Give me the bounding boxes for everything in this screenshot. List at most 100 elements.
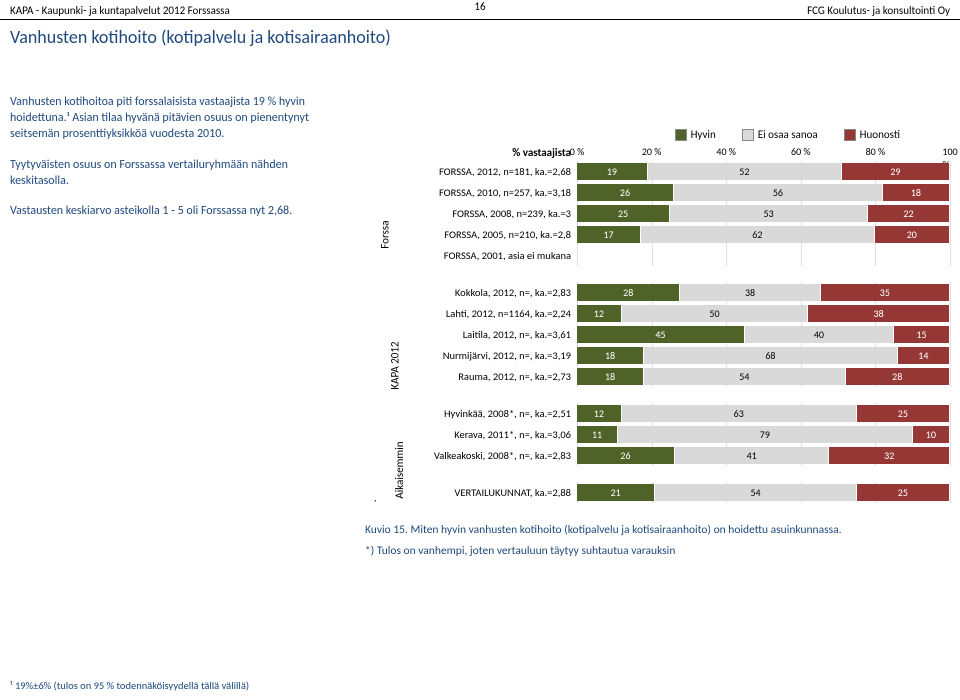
bar-segment: 17	[577, 226, 641, 243]
bar-segment: 56	[674, 184, 883, 201]
bar-segment: 53	[670, 205, 868, 222]
bar-segment: 12	[577, 405, 622, 422]
figure-caption: Kuvio 15. Miten hyvin vanhusten kotihoit…	[365, 523, 896, 538]
legend-item: Ei osaa sanoa	[742, 128, 818, 141]
chart-x-axis-header: % vastaajista 0 %20 %40 %60 %80 %100 %	[365, 145, 950, 159]
legend-label: Ei osaa sanoa	[758, 128, 818, 141]
x-axis-title: % vastaajista	[391, 146, 577, 159]
bar-plot: 195229	[577, 161, 950, 182]
paragraph-3: Vastausten keskiarvo asteikolla 1 - 5 ol…	[10, 203, 345, 219]
legend-swatch	[742, 129, 754, 141]
x-tick-label: 80 %	[866, 145, 886, 158]
bar-segment: 21	[577, 484, 655, 501]
bar-segment: 54	[644, 368, 845, 385]
bar-plot: 265618	[577, 182, 950, 203]
bar-segment: 35	[821, 284, 950, 301]
paragraph-2: Tyytyväisten osuus on Forssassa vertailu…	[10, 157, 345, 189]
row-label: VERTAILUKUNNAT, ka.=2,88	[391, 486, 577, 499]
bar-segment: 12	[577, 305, 622, 322]
page-number: 16	[474, 0, 485, 13]
chart-row: Valkeakoski, 2008*, n=, ka.=2,83264132	[365, 445, 950, 466]
group-label: Aikaisemmin	[393, 441, 406, 498]
footnote: ¹ 19%±6% (tulos on 95 % todennäköisyydel…	[10, 679, 249, 692]
chart-row: FORSSA, 2001, asia ei mukana	[365, 245, 950, 266]
row-label: FORSSA, 2005, n=210, ka.=2,8	[391, 228, 577, 241]
bar-track: 176220	[577, 226, 950, 243]
bar-segment: 26	[577, 447, 675, 464]
bar-plot: 176220	[577, 224, 950, 245]
bar-segment: 40	[745, 326, 894, 343]
chart-row: Rauma, 2012, n=, ka.=2,73185428	[365, 366, 950, 387]
row-label: Rauma, 2012, n=, ka.=2,73	[391, 370, 577, 383]
row-label: Hyvinkää, 2008*, n=, ka.=2,51	[391, 407, 577, 420]
bar-track: 117910	[577, 426, 950, 443]
row-label: FORSSA, 2001, asia ei mukana	[391, 249, 577, 262]
figure-caption-note: *) Tulos on vanhempi, joten vertauluun t…	[365, 544, 896, 559]
bar-segment: 52	[648, 163, 842, 180]
legend-item: Huonosti	[844, 128, 900, 141]
chart-row: FORSSA, 2010, n=257, ka.=3,18265618	[365, 182, 950, 203]
x-tick-label: 20 %	[642, 145, 662, 158]
bar-segment: 18	[577, 368, 644, 385]
bar-segment: 29	[842, 163, 950, 180]
row-label: Kokkola, 2012, n=, ka.=2,83	[391, 286, 577, 299]
chart-area: % vastaajista 0 %20 %40 %60 %80 %100 % F…	[365, 145, 950, 503]
bar-segment: 41	[675, 447, 829, 464]
bar-segment: 45	[577, 326, 745, 343]
page-title: Vanhusten kotihoito (kotipalvelu ja koti…	[10, 26, 960, 48]
row-label: FORSSA, 2010, n=257, ka.=3,18	[391, 186, 577, 199]
bar-segment: 18	[577, 347, 644, 364]
legend-item: Hyvin	[675, 128, 716, 141]
bar-segment: 20	[875, 226, 950, 243]
bar-segment: 38	[680, 284, 820, 301]
bar-segment: 32	[829, 447, 950, 464]
chart-row: .VERTAILUKUNNAT, ka.=2,88215425	[365, 482, 950, 503]
row-label: Lahti, 2012, n=1164, ka.=2,24	[391, 307, 577, 320]
bar-plot: 186814	[577, 345, 950, 366]
chart-legend: Hyvin Ei osaa sanoa Huonosti	[355, 128, 950, 141]
header-left: KAPA - Kaupunki- ja kuntapalvelut 2012 F…	[10, 4, 230, 17]
bar-track: 186814	[577, 347, 950, 364]
bar-segment: 15	[894, 326, 950, 343]
x-axis-ticks: 0 %20 %40 %60 %80 %100 %	[577, 145, 950, 159]
bar-segment: 11	[577, 426, 618, 443]
row-label: Laitila, 2012, n=, ka.=3,61	[391, 328, 577, 341]
bar-track: 126325	[577, 405, 950, 422]
row-label: Kerava, 2011*, n=, ka.=3,06	[391, 428, 577, 441]
bar-plot: 283835	[577, 282, 950, 303]
chart-column: Hyvin Ei osaa sanoa Huonosti % vastaajista…	[355, 88, 950, 565]
bar-plot: 185428	[577, 366, 950, 387]
bar-segment: 25	[857, 405, 950, 422]
row-label: FORSSA, 2008, n=239, ka.=3	[391, 207, 577, 220]
bar-segment: 22	[868, 205, 950, 222]
x-tick-label: 60 %	[791, 145, 811, 158]
bar-track: 264132	[577, 447, 950, 464]
paragraph-1: Vanhusten kotihoitoa piti forssalaisista…	[10, 94, 345, 143]
bar-segment: 50	[622, 305, 809, 322]
bar-segment: 28	[577, 284, 680, 301]
bar-segment: 63	[622, 405, 857, 422]
bar-track: 265618	[577, 184, 950, 201]
header-right: FCG Koulutus- ja konsultointi Oy	[807, 4, 950, 17]
bar-track: 215425	[577, 484, 950, 501]
legend-swatch	[675, 129, 687, 141]
bar-plot: 126325	[577, 403, 950, 424]
bar-plot: 255322	[577, 203, 950, 224]
bar-segment: 26	[577, 184, 674, 201]
chart-row: Kokkola, 2012, n=, ka.=2,83283835	[365, 282, 950, 303]
chart-row: Nurmijärvi, 2012, n=, ka.=3,19186814	[365, 345, 950, 366]
x-tick-label: 0 %	[570, 145, 584, 158]
bar-track: 454015	[577, 326, 950, 343]
bar-plot	[577, 245, 950, 266]
legend-swatch	[844, 129, 856, 141]
bar-segment: 19	[577, 163, 648, 180]
x-tick-label: 40 %	[716, 145, 736, 158]
row-label: Nurmijärvi, 2012, n=, ka.=3,19	[391, 349, 577, 362]
bar-segment: 10	[913, 426, 950, 443]
bar-track: 185428	[577, 368, 950, 385]
bar-segment: 38	[808, 305, 950, 322]
legend-label: Huonosti	[860, 128, 900, 141]
row-label: Valkeakoski, 2008*, n=, ka.=2,83	[391, 449, 577, 462]
legend-label: Hyvin	[691, 128, 716, 141]
chart-row: ForssaFORSSA, 2008, n=239, ka.=3255322	[365, 203, 950, 224]
